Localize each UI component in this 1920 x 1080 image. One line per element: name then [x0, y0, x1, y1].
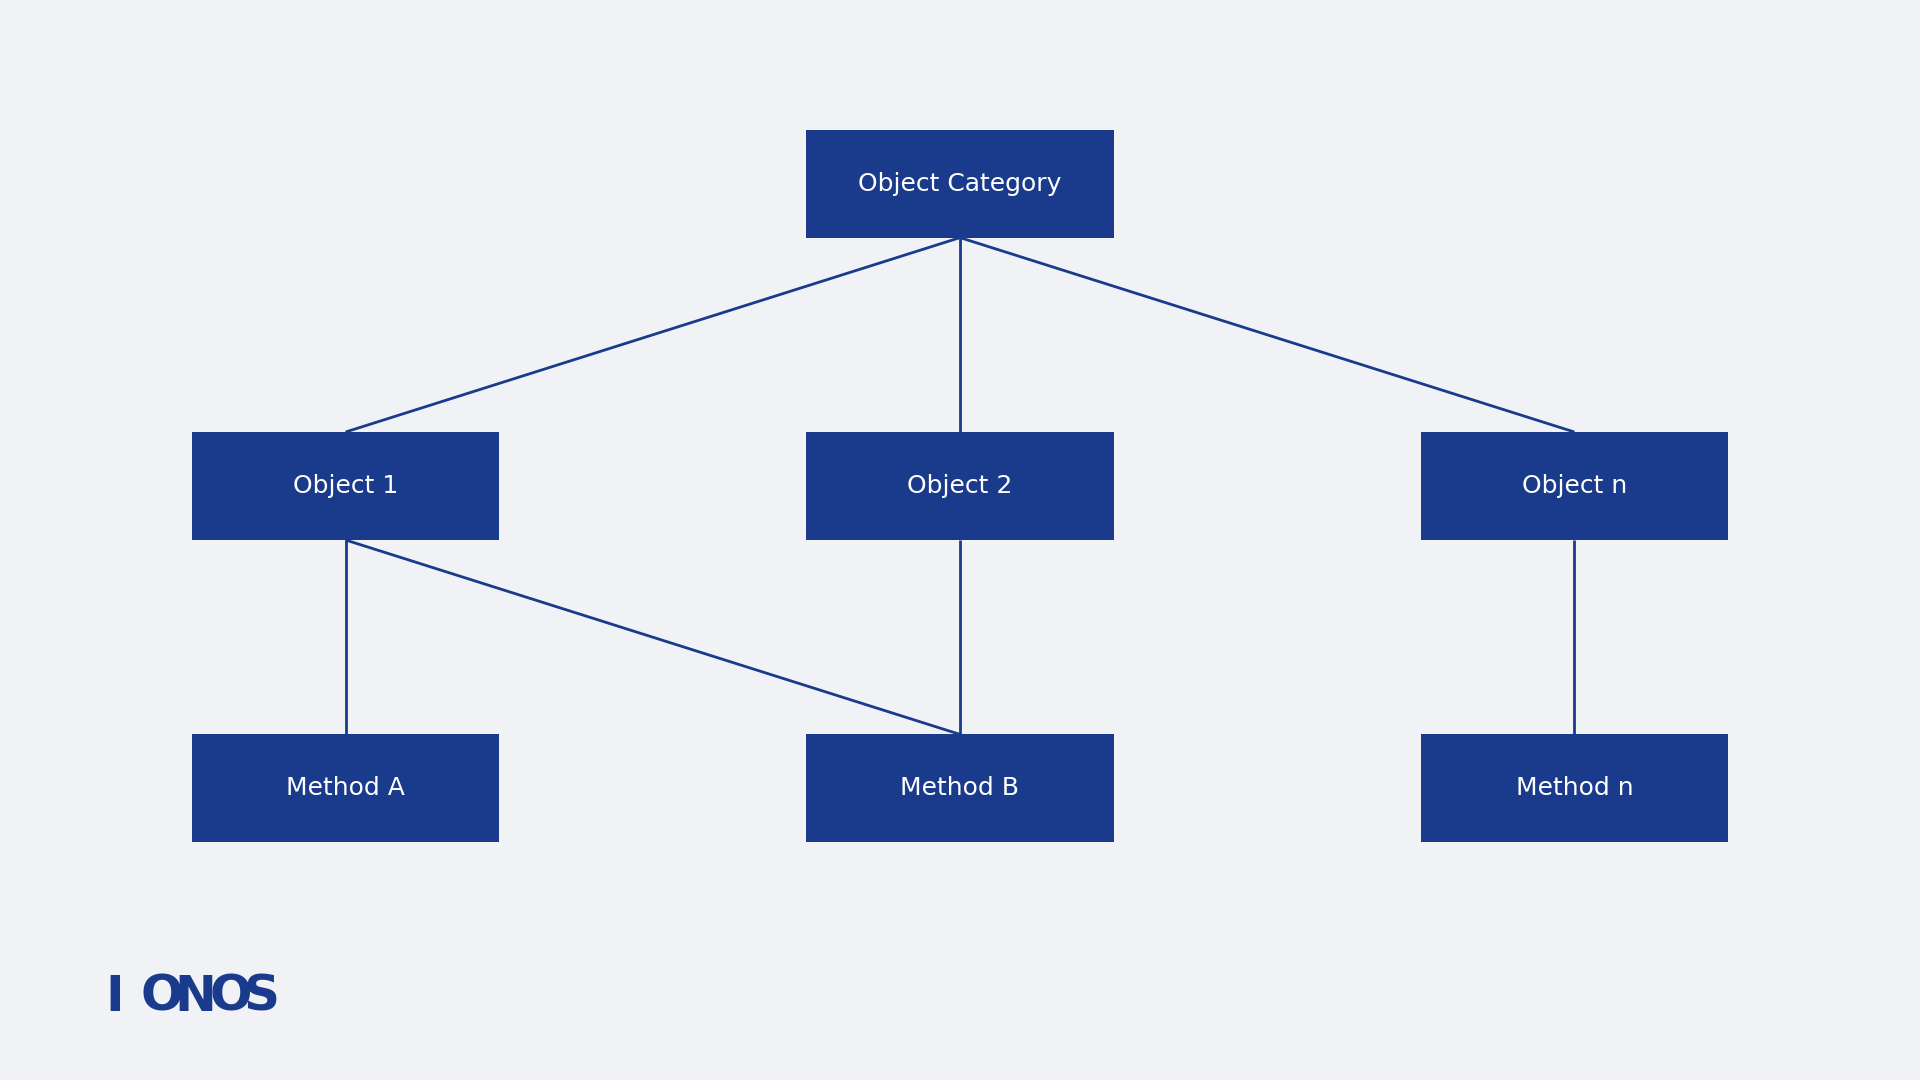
- FancyBboxPatch shape: [192, 432, 499, 540]
- Text: Method A: Method A: [286, 777, 405, 800]
- FancyBboxPatch shape: [1421, 734, 1728, 842]
- Text: O: O: [140, 973, 182, 1021]
- Text: Object 1: Object 1: [294, 474, 397, 498]
- Text: Method n: Method n: [1515, 777, 1634, 800]
- FancyBboxPatch shape: [192, 734, 499, 842]
- Text: N: N: [175, 973, 217, 1021]
- Text: Method B: Method B: [900, 777, 1020, 800]
- FancyBboxPatch shape: [806, 734, 1114, 842]
- Text: Object Category: Object Category: [858, 172, 1062, 195]
- FancyBboxPatch shape: [806, 432, 1114, 540]
- Text: Object 2: Object 2: [908, 474, 1012, 498]
- Text: S: S: [244, 973, 280, 1021]
- Text: I: I: [106, 973, 125, 1021]
- FancyBboxPatch shape: [1421, 432, 1728, 540]
- Text: O: O: [209, 973, 252, 1021]
- FancyBboxPatch shape: [806, 130, 1114, 238]
- Text: Object n: Object n: [1523, 474, 1626, 498]
